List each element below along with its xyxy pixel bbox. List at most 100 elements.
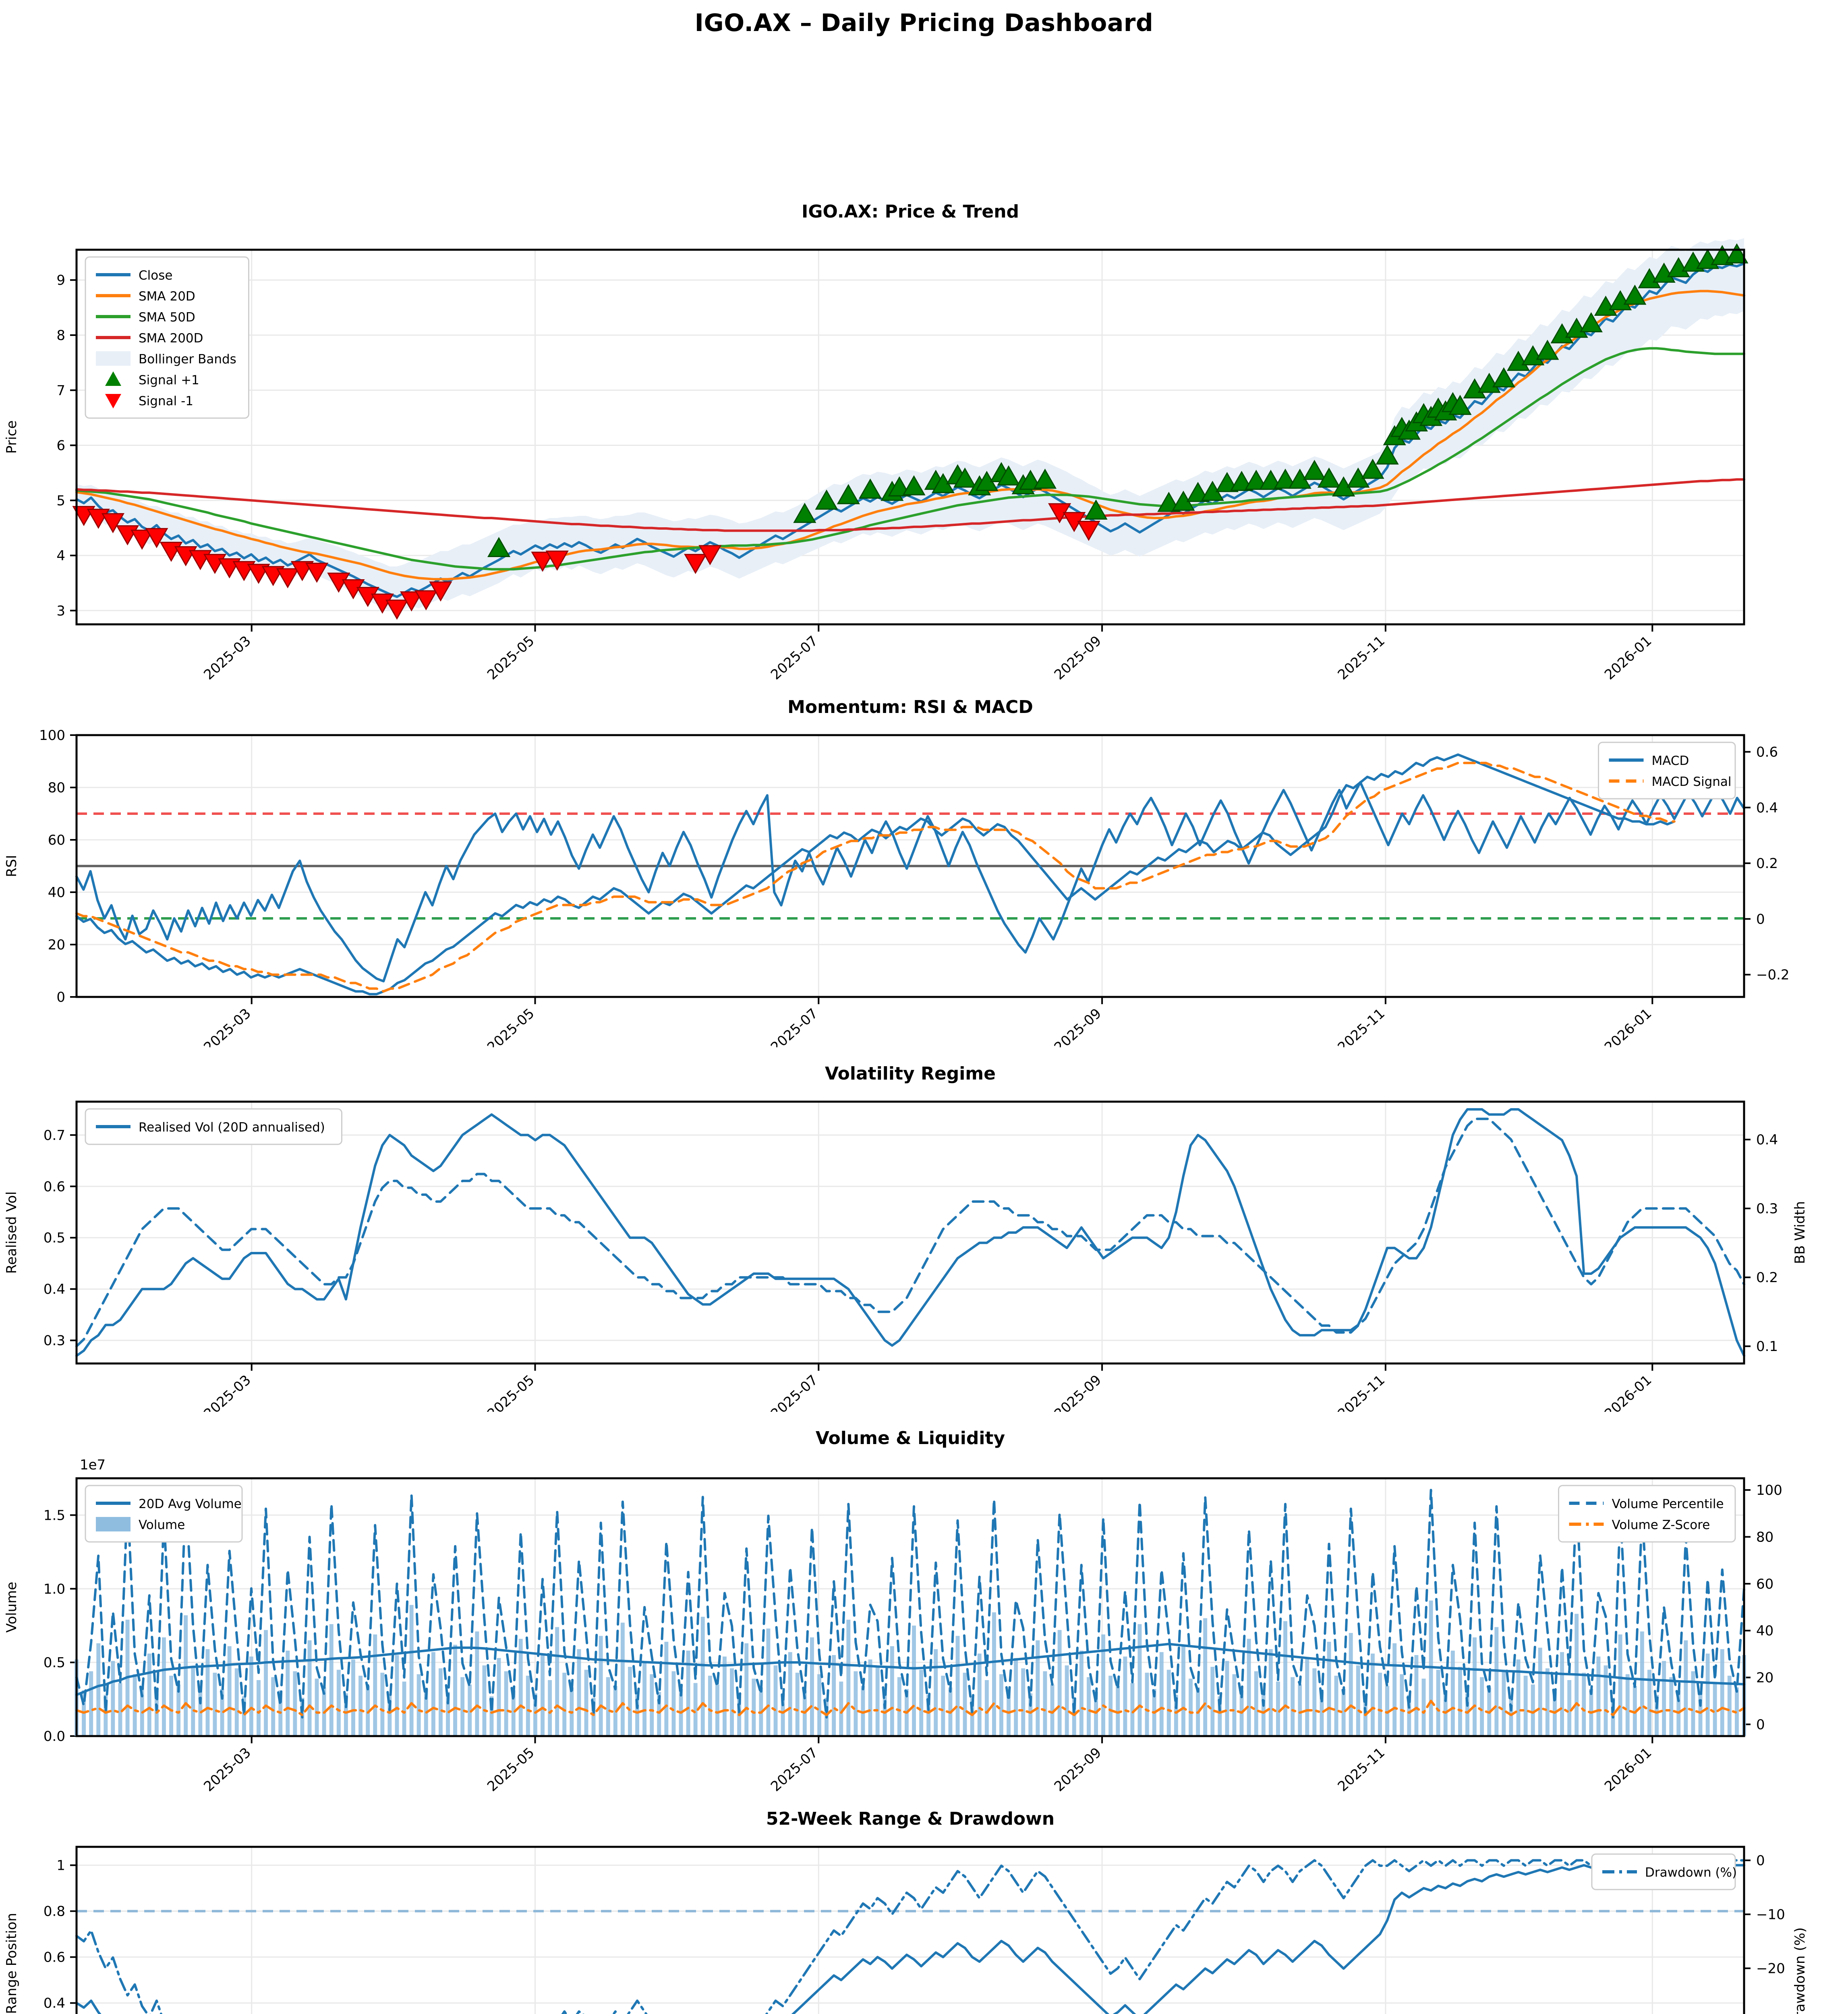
chart-legend: MACD MACD Signal [1598,742,1736,800]
ytick-label: 0.5 [44,1230,65,1246]
dashboard-title: IGO.AX – Daily Pricing Dashboard [694,9,1154,37]
panel-momentum: Momentum: RSI & MACD 0 20 40 60 80 100 −0.2 0 0.2… [0,697,1848,1047]
chart-volatility: 0.3 0.4 0.5 0.6 0.7 0.1 0.2 0.3 0.4 2025-03 2025-0… [4,1100,1808,1412]
legend-label: Signal -1 [139,394,193,408]
ytick-label: 0.6 [44,1950,65,1966]
ytick-label-right: 80 [1756,1529,1773,1545]
ytick-label: 0.5 [44,1655,65,1671]
xtick-label: 2025-09 [1051,1745,1104,1792]
ytick-label: 0 [56,989,65,1005]
legend-label: 20D Avg Volume [139,1497,242,1511]
xtick-label: 2026-01 [1601,1005,1655,1047]
xtick-label: 2025-03 [201,1372,254,1412]
legend-label: SMA 20D [139,289,195,304]
y-axis-label-right: BB Width [1792,1201,1808,1264]
xtick-label: 2026-01 [1601,1372,1655,1412]
y-axis-label: RSI [4,855,20,877]
xtick-label: 2025-05 [484,1745,537,1792]
xtick-label: 2025-03 [201,633,254,681]
ytick-label: 6 [56,438,65,454]
chart-title-range_drawdown: 52-Week Range & Drawdown [766,1809,1055,1829]
ytick-label: 3 [56,603,65,619]
legend-label: MACD [1652,754,1689,768]
ytick-label: 8 [56,327,65,344]
panel-price-trend: IGO.AX: Price & Trend 3 4 5 6 7 8 9 2025-03 2025-… [0,201,1848,681]
ytick-label-right: 0 [1756,1717,1765,1733]
xtick-label: 2025-07 [768,1005,821,1047]
xtick-label: 2025-07 [768,1745,821,1792]
chart-title-momentum: Momentum: RSI & MACD [787,697,1033,717]
chart-title-price_trend: IGO.AX: Price & Trend [801,201,1019,222]
y-axis-label: Price [4,421,20,454]
legend-label: Drawdown (%) [1645,1865,1737,1880]
ytick-label: 40 [48,885,65,901]
ytick-label: 4 [56,548,65,564]
y-axis-label-right: Drawdown (%) [1792,1927,1808,2014]
chart-legend: Drawdown (%) [1591,1853,1737,1890]
chart-legend: Volume Percentile Volume Z-Score [1558,1485,1736,1543]
xtick-label: 2025-09 [1051,1372,1104,1412]
legend-label: Volume Z-Score [1612,1518,1710,1532]
xtick-label: 2025-03 [201,1745,254,1792]
chart-legend: 20D Avg Volume Volume [85,1485,243,1543]
ytick-label-right: 0.4 [1756,1132,1778,1148]
ytick-label-right: 0.2 [1756,1270,1778,1286]
ytick-label-right: 0.6 [1756,744,1778,760]
ytick-label-right: 0.2 [1756,856,1778,872]
ytick-label-right: 0.1 [1756,1339,1778,1355]
xtick-label: 2025-11 [1335,1372,1388,1412]
chart-range_drawdown: 00.20.40.60.810−10−20−30−402025-032025-0… [4,1846,1808,2014]
xtick-label: 2025-11 [1335,633,1388,681]
xtick-label: 2026-01 [1601,1745,1655,1792]
ytick-label-right: −0.2 [1756,967,1790,983]
xtick-label: 2025-09 [1051,1005,1104,1047]
legend-label: Volume [139,1518,185,1532]
panel-volatility: Volatility Regime 0.3 0.4 0.5 0.6 0.7 0.1 0.2 0.… [0,1063,1848,1412]
ytick-label: 5 [56,493,65,509]
ytick-label-right: 100 [1756,1482,1782,1498]
legend-label: Bollinger Bands [139,352,236,367]
ytick-label-right: 20 [1756,1670,1773,1686]
xtick-label: 2025-07 [768,633,821,681]
xtick-label: 2025-07 [768,1372,821,1412]
xtick-label: 2025-05 [484,633,537,681]
ytick-label-right: 0 [1756,911,1765,927]
ytick-label: 9 [56,272,65,288]
panel-range-drawdown: 52-Week Range & Drawdown00.20.40.60.810−… [0,1809,1848,2014]
ytick-label-right: 0 [1756,1853,1765,1869]
ytick-label-right: 0.4 [1756,800,1778,816]
ytick-label: 0.0 [44,1728,65,1745]
y-axis-label: Volume [4,1582,20,1633]
ytick-label: 20 [48,937,65,953]
ytick-label: 0.8 [44,1904,65,1920]
ytick-label-right: 0.3 [1756,1201,1778,1217]
ytick-label: 0.6 [44,1179,65,1195]
chart-title-volatility: Volatility Regime [825,1063,996,1084]
ytick-label: 0.4 [44,1995,65,2012]
ytick-label: 0.3 [44,1333,65,1349]
legend-label: Realised Vol (20D annualised) [139,1120,325,1135]
legend-label: MACD Signal [1652,775,1732,789]
xtick-label: 2025-03 [201,1005,254,1047]
xtick-label: 2026-01 [1601,633,1655,681]
y-axis-label: 0–1 Range Position [4,1913,20,2014]
xtick-label: 2025-11 [1335,1005,1388,1047]
ytick-label: 100 [39,727,65,744]
ytick-label: 1 [56,1858,65,1874]
ytick-label: 1.0 [44,1581,65,1597]
ytick-label: 80 [48,780,65,796]
ytick-label-right: 60 [1756,1576,1773,1592]
axis-offset-text: 1e7 [80,1457,106,1473]
xtick-label: 2025-05 [484,1372,537,1412]
ytick-label: 1.5 [44,1507,65,1523]
xtick-label: 2025-05 [484,1005,537,1047]
ytick-label: 0.7 [44,1127,65,1144]
xtick-label: 2025-11 [1335,1745,1388,1792]
chart-momentum: 0 20 40 60 80 100 −0.2 0 0.2 0.4 0.6 2025-03 2025-05… [4,727,1790,1047]
chart-price_trend: 3 4 5 6 7 8 9 2025-03 2025-05 2025-07 2025-09 2025-… [0,201,1749,681]
ytick-label-right: 40 [1756,1623,1773,1639]
chart-title-volume: Volume & Liquidity [815,1428,1005,1448]
panel-volume: Volume & Liquidity 0.0 0.5 1.0 1.5 0 20 40 60 80 1… [0,1428,1848,1792]
legend-label: Signal +1 [139,373,199,387]
